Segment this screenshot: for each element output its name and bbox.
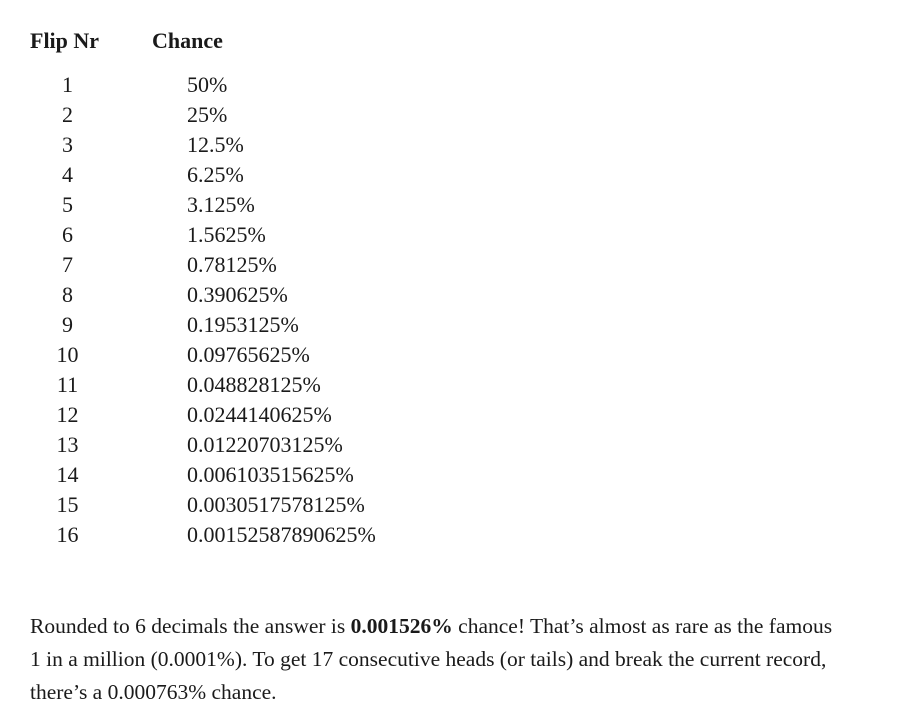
flip-number-cell: 9 (62, 312, 73, 337)
table-row: 4 6.25% (30, 160, 890, 190)
flip-number-cell: 3 (62, 132, 73, 157)
chance-value-cell: 0.0030517578125% (187, 492, 365, 517)
flip-number-cell: 8 (62, 282, 73, 307)
flip-number-cell: 15 (56, 492, 79, 517)
chance-value-cell: 0.1953125% (187, 312, 299, 337)
table-body: 1 50% 2 25% 3 12.5% 4 6.25% 5 3.125% 6 1… (30, 70, 890, 550)
answer-bold-value: 0.001526% (350, 614, 453, 638)
chance-value-cell: 3.125% (187, 192, 255, 217)
flip-number-cell: 7 (62, 252, 73, 277)
table-row: 7 0.78125% (30, 250, 890, 280)
header-flip-nr: Flip Nr (30, 28, 100, 53)
table-row: 14 0.006103515625% (30, 460, 890, 490)
table-row: 10 0.09765625% (30, 340, 890, 370)
chance-value-cell: 0.78125% (187, 252, 277, 277)
paragraph-line-2: 1 in a million (0.0001%). To get 17 cons… (30, 647, 827, 671)
header-chance: Chance (152, 28, 223, 53)
chance-value-cell: 12.5% (187, 132, 244, 157)
flip-number-cell: 14 (56, 462, 79, 487)
chance-value-cell: 0.09765625% (187, 342, 310, 367)
chance-value-cell: 0.390625% (187, 282, 288, 307)
flip-number-cell: 16 (56, 522, 79, 547)
flip-number-cell: 12 (56, 402, 79, 427)
table-row: 1 50% (30, 70, 890, 100)
chance-value-cell: 0.01220703125% (187, 432, 343, 457)
chance-value-cell: 1.5625% (187, 222, 266, 247)
table-row: 16 0.00152587890625% (30, 520, 890, 550)
flip-number-cell: 11 (56, 372, 79, 397)
flip-number-cell: 5 (62, 192, 73, 217)
chance-value-cell: 0.00152587890625% (187, 522, 376, 547)
chance-value-cell: 50% (187, 72, 228, 97)
chance-value-cell: 0.006103515625% (187, 462, 354, 487)
table-row: 11 0.048828125% (30, 370, 890, 400)
table-row: 5 3.125% (30, 190, 890, 220)
paragraph-line-1: Rounded to 6 decimals the answer is 0.00… (30, 610, 890, 643)
line1-suffix-text: chance! That’s almost as rare as the fam… (452, 614, 833, 638)
flip-number-cell: 1 (62, 72, 73, 97)
table-row: 3 12.5% (30, 130, 890, 160)
flip-number-cell: 13 (56, 432, 79, 457)
table-row: 12 0.0244140625% (30, 400, 890, 430)
probability-table: Flip Nr Chance 1 50% 2 25% 3 12.5% 4 6.2… (30, 26, 890, 550)
table-row: 9 0.1953125% (30, 310, 890, 340)
flip-number-cell: 10 (56, 342, 79, 367)
paragraph-line-3: there’s a 0.000763% chance. (30, 680, 277, 704)
table-row: 2 25% (30, 100, 890, 130)
flip-number-cell: 6 (62, 222, 73, 247)
table-row: 6 1.5625% (30, 220, 890, 250)
flip-number-cell: 4 (62, 162, 73, 187)
chance-value-cell: 0.048828125% (187, 372, 321, 397)
table-row: 13 0.01220703125% (30, 430, 890, 460)
table-row: 15 0.0030517578125% (30, 490, 890, 520)
table-row: 8 0.390625% (30, 280, 890, 310)
table-header-row: Flip Nr Chance (30, 26, 890, 56)
chance-value-cell: 25% (187, 102, 228, 127)
chance-value-cell: 6.25% (187, 162, 244, 187)
line1-prefix-text: Rounded to 6 decimals the answer is (30, 614, 351, 638)
flip-number-cell: 2 (62, 102, 73, 127)
summary-paragraph: Rounded to 6 decimals the answer is 0.00… (30, 610, 890, 709)
chance-value-cell: 0.0244140625% (187, 402, 332, 427)
